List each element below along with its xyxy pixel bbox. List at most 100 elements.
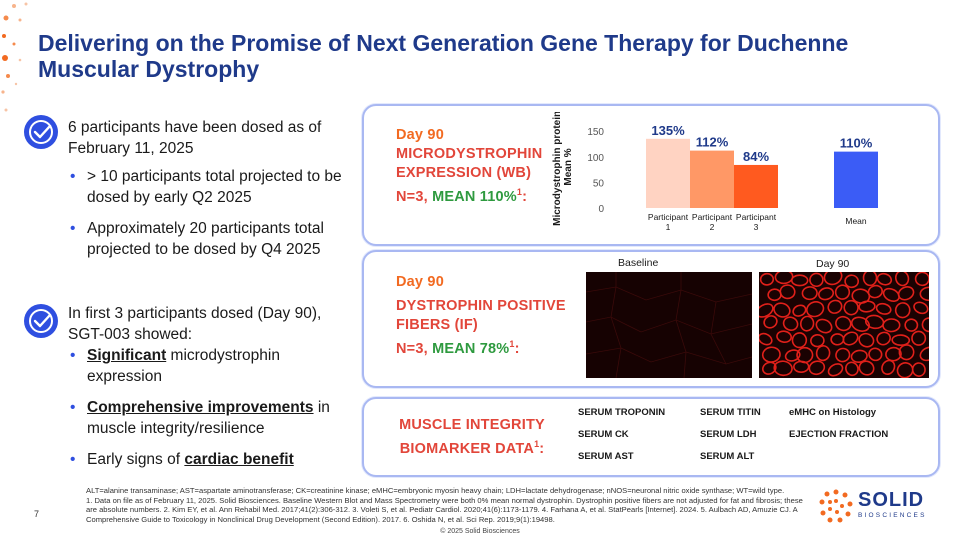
fiber-outline — [799, 315, 815, 332]
biomarker-cell: SERUM TITIN — [700, 407, 761, 418]
category-label: Participant 1 — [648, 212, 689, 232]
fiber-outline — [919, 286, 929, 302]
y-tick-label: 50 — [593, 178, 605, 189]
sgt-003-results-text: In first 3 participants dosed (Day 90), … — [68, 305, 322, 343]
y-axis-label: Microdystrophin protein,Mean % — [552, 112, 574, 226]
biomarker-cell: SERUM TROPONIN — [578, 407, 666, 418]
fiber-outline — [843, 299, 859, 316]
fiber-outline — [850, 349, 868, 364]
fiber-outline — [882, 318, 901, 333]
fiber-outline — [815, 345, 831, 362]
fiber-outline — [898, 344, 915, 361]
fiber-outline — [896, 362, 914, 378]
fiber-outline — [835, 347, 851, 363]
fiber-outline — [759, 272, 775, 286]
bullet-q4-projection: Approximately 20 participants total proj… — [68, 218, 358, 260]
fiber-outline — [858, 300, 876, 313]
projection-bullets: > 10 participants total projected to be … — [68, 166, 358, 270]
fiber-outline — [875, 302, 892, 315]
data-label: 110% — [840, 136, 873, 151]
baseline-label: Baseline — [618, 257, 659, 269]
biomarker-cell: SERUM AST — [578, 451, 634, 462]
fiber-outline — [894, 272, 910, 287]
fiber-outline — [911, 330, 927, 346]
fiber-outline — [881, 359, 896, 375]
fiber-outline — [891, 334, 911, 347]
page-number: 7 — [34, 509, 40, 519]
logo-dots-icon — [819, 489, 853, 523]
fiber-outline — [913, 301, 929, 315]
participants-dosed-text: 6 participants have been dosed as of Feb… — [68, 119, 322, 157]
fiber-outline — [818, 287, 835, 301]
microdystrophin-panel-title: Day 90 MICRODYSTROPHIN EXPRESSION (WB) N… — [396, 127, 543, 205]
fiber-outline — [914, 272, 929, 287]
category-label: Mean — [845, 216, 867, 226]
fiber-outline — [842, 331, 859, 346]
fiber-outline — [834, 284, 851, 300]
page-title: Delivering on the Promise of Next Genera… — [38, 30, 849, 82]
fiber-outline — [763, 315, 778, 329]
copyright: © 2025 Solid Biosciences — [440, 528, 520, 535]
fiber-outline — [801, 286, 818, 301]
fiber-outline — [759, 303, 774, 318]
day90-label: Day 90 — [816, 258, 850, 270]
bullet-microdystrophin: Significant microdystrophin expression — [68, 345, 358, 387]
fiber-outline — [862, 272, 878, 287]
bullet-muscle-integrity: Comprehensive improvements in muscle int… — [68, 397, 358, 439]
fiber-outline — [894, 302, 911, 319]
fiber-outline — [882, 287, 900, 303]
bar-3 — [734, 164, 778, 208]
fiber-outline — [823, 272, 843, 286]
biomarker-cell: SERUM LDH — [700, 429, 757, 440]
fiber-outline — [921, 317, 929, 333]
results-bullets: Significant microdystrophin expression C… — [68, 345, 358, 480]
fiber-outline — [827, 363, 844, 377]
biomarker-cell: SERUM CK — [578, 429, 629, 440]
category-label: Participant 3 — [736, 212, 777, 232]
fiber-outline — [851, 288, 871, 304]
check-circle-icon — [24, 304, 58, 338]
fiber-outline — [844, 274, 860, 289]
decorative-dots — [1, 2, 28, 112]
data-label: 84% — [743, 149, 769, 164]
abbreviations-footnote: ALT=alanine transaminase; AST=aspartate … — [86, 486, 785, 495]
fiber-outline — [791, 332, 808, 349]
bar-4 — [834, 151, 878, 208]
biomarker-panel-title: MUSCLE INTEGRITY BIOMARKER DATA1: — [399, 417, 545, 457]
fiber-outline — [773, 302, 791, 318]
y-tick-label: 100 — [587, 153, 604, 164]
fiber-outline — [790, 274, 809, 287]
biomarker-cell: eMHC on Histology — [789, 407, 877, 418]
fiber-outline — [805, 301, 825, 318]
bar-2 — [690, 150, 734, 208]
fiber-outline — [911, 362, 926, 377]
fiber-outline — [858, 332, 875, 348]
fiber-outline — [782, 316, 799, 331]
day90-microscopy-image — [759, 272, 929, 378]
fiber-outline — [858, 360, 875, 376]
logo-sub: BIOSCIENCES — [858, 512, 927, 519]
fiber-outline — [810, 333, 825, 348]
footnotes: ALT=alanine transaminase; AST=aspartate … — [86, 486, 806, 525]
fiber-outline — [845, 361, 859, 377]
bar-1 — [646, 138, 690, 208]
fiber-outline — [868, 347, 883, 362]
fiber-outline — [774, 272, 794, 285]
logo-word: SOLID — [858, 489, 925, 511]
microdystrophin-bar-chart: Microdystrophin protein,Mean % 0 50 100 150 1… — [552, 112, 878, 232]
fiber-outline — [779, 284, 796, 300]
fiber-outline — [876, 272, 893, 286]
references-footnote: 1. Data on file as of February 11, 2025.… — [86, 495, 803, 525]
baseline-microscopy-image — [586, 272, 752, 378]
y-tick-label: 0 — [598, 204, 604, 215]
check-circle-icon — [24, 115, 58, 149]
fiber-outline — [904, 318, 919, 332]
y-tick-label: 150 — [587, 127, 604, 138]
biomarker-cell: SERUM ALT — [700, 451, 755, 462]
fiber-outline — [835, 315, 852, 332]
bullet-q2-projection: > 10 participants total projected to be … — [68, 166, 358, 208]
bullet-cardiac: Early signs of cardiac benefit — [68, 449, 358, 470]
fiber-outline — [792, 304, 807, 317]
data-label: 112% — [696, 135, 729, 150]
solid-biosciences-logo: SOLID BIOSCIENCES — [818, 488, 930, 524]
